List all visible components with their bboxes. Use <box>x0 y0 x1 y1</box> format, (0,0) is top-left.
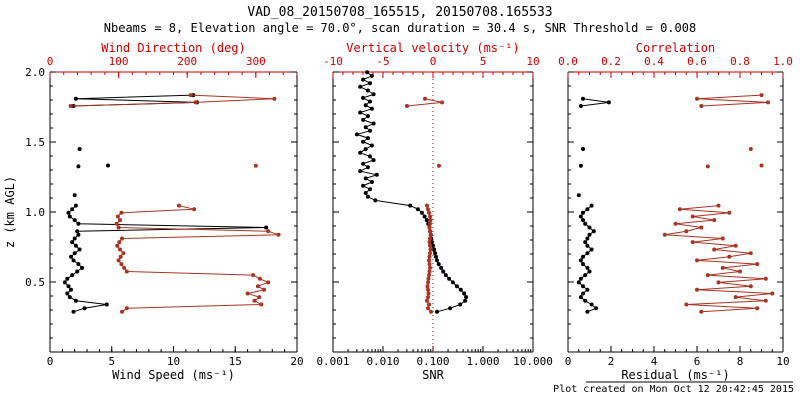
svg-text:0: 0 <box>47 355 54 368</box>
svg-text:2.0: 2.0 <box>25 66 45 79</box>
svg-text:-10: -10 <box>323 55 343 68</box>
svg-text:10: 10 <box>776 355 789 368</box>
svg-text:0.2: 0.2 <box>601 55 621 68</box>
svg-text:1.5: 1.5 <box>25 136 45 149</box>
svg-text:Vertical velocity (ms⁻¹): Vertical velocity (ms⁻¹) <box>346 41 519 55</box>
svg-text:1.0: 1.0 <box>773 55 793 68</box>
svg-text:200: 200 <box>177 55 197 68</box>
svg-text:0.001: 0.001 <box>316 355 349 368</box>
svg-text:5: 5 <box>480 55 487 68</box>
svg-text:SNR: SNR <box>422 368 444 382</box>
plot-subtitle: Nbeams = 8, Elevation angle = 70.0°, sca… <box>103 21 697 35</box>
svg-text:0.5: 0.5 <box>25 276 45 289</box>
svg-text:10: 10 <box>167 355 180 368</box>
panel-residual: 0 2 4 6 8 10 Residual (ms⁻¹) 0.0 0.2 0.4 0.6 0.8 1.0… <box>558 41 793 382</box>
svg-text:0.6: 0.6 <box>687 55 707 68</box>
svg-text:4: 4 <box>651 355 658 368</box>
svg-text:1.000: 1.000 <box>466 355 499 368</box>
svg-text:20: 20 <box>290 355 303 368</box>
svg-text:100: 100 <box>109 55 129 68</box>
svg-text:2: 2 <box>608 355 615 368</box>
svg-text:Correlation: Correlation <box>636 41 715 55</box>
series-correlation <box>662 93 775 314</box>
svg-text:5: 5 <box>108 355 115 368</box>
plot-title: VAD_08_20150708_165515, 20150708.165533 <box>247 5 553 20</box>
svg-text:-5: -5 <box>376 55 389 68</box>
series-wind-speed <box>62 93 269 314</box>
panel-wind: 0 5 10 15 20 Wind Speed (ms⁻¹) 0 100 200 300Wind … <box>3 41 304 382</box>
svg-text:0: 0 <box>430 55 437 68</box>
svg-text:Wind Direction (deg): Wind Direction (deg) <box>101 41 246 55</box>
svg-text:0: 0 <box>565 355 572 368</box>
svg-text:10.000: 10.000 <box>513 355 553 368</box>
svg-text:6: 6 <box>694 355 701 368</box>
series-residual-profile <box>576 96 611 314</box>
svg-text:Wind Speed (ms⁻¹): Wind Speed (ms⁻¹) <box>112 368 235 382</box>
svg-text:z (km AGL): z (km AGL) <box>3 176 17 248</box>
svg-text:Residual (ms⁻¹): Residual (ms⁻¹) <box>621 368 729 382</box>
panel-snr: 0.001 0.010 0.100 1.000 10.000 SNR -10 -5 0 5 10 Ve… <box>316 41 552 382</box>
svg-text:0.010: 0.010 <box>366 355 399 368</box>
svg-text:0.4: 0.4 <box>644 55 664 68</box>
svg-text:1.0: 1.0 <box>25 206 45 219</box>
svg-text:10: 10 <box>526 55 539 68</box>
svg-text:0.0: 0.0 <box>558 55 578 68</box>
svg-text:0.8: 0.8 <box>730 55 750 68</box>
svg-text:15: 15 <box>229 355 242 368</box>
svg-text:0: 0 <box>47 55 54 68</box>
svg-text:300: 300 <box>246 55 266 68</box>
svg-text:0.100: 0.100 <box>416 355 449 368</box>
plot-timestamp: Plot created on Mon Oct 12 20:42:45 2015 <box>553 384 794 395</box>
svg-text:8: 8 <box>737 355 744 368</box>
series-wind-direction <box>68 93 281 314</box>
series-vertical-velocity <box>405 96 444 314</box>
series-snr-profile <box>354 70 469 314</box>
